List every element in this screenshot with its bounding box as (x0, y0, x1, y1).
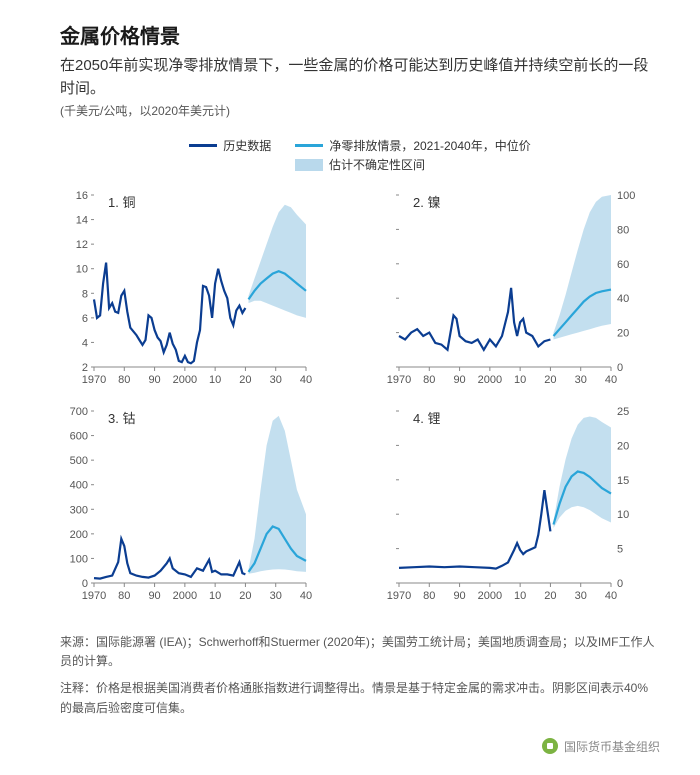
svg-text:100: 100 (70, 553, 88, 565)
chart-panel-cobalt: 0 100 200 300 400 500 600 700 1970 80 90 2000 10 20 30… (60, 399, 355, 609)
svg-text:8: 8 (82, 288, 88, 300)
chart-panel-lithium: 0 5 10 15 20 25 1970 80 90 2000 10 20 30 40 4. 锂 (365, 399, 660, 609)
svg-text:400: 400 (70, 480, 88, 492)
svg-text:10: 10 (209, 374, 221, 386)
svg-text:3. 钴: 3. 钴 (108, 411, 135, 426)
svg-text:25: 25 (617, 406, 629, 418)
chart-lithium: 0 5 10 15 20 25 1970 80 90 2000 10 20 30 40 4. 锂 (365, 399, 645, 609)
svg-text:15: 15 (617, 475, 629, 487)
svg-text:40: 40 (605, 374, 617, 386)
svg-text:1970: 1970 (82, 590, 106, 602)
footer-label: 国际货币基金组织 (564, 738, 660, 755)
legend-band: 估计不确定性区间 (295, 156, 425, 173)
svg-text:600: 600 (70, 431, 88, 443)
svg-text:5: 5 (617, 544, 623, 556)
legend-historical: 历史数据 (189, 137, 271, 154)
sources-text: 来源：国际能源署 (IEA)；Schwerhoff和Stuermer (2020… (60, 633, 660, 671)
svg-text:10: 10 (617, 509, 629, 521)
notes-text: 注释：价格是根据美国消费者价格通胀指数进行调整得出。情景是基于特定金属的需求冲击… (60, 679, 660, 717)
svg-text:4: 4 (82, 337, 88, 349)
svg-text:40: 40 (300, 374, 312, 386)
svg-text:2000: 2000 (173, 374, 197, 386)
svg-text:40: 40 (300, 590, 312, 602)
svg-text:80: 80 (423, 374, 435, 386)
svg-text:10: 10 (514, 374, 526, 386)
svg-text:20: 20 (617, 440, 629, 452)
svg-text:90: 90 (148, 590, 160, 602)
svg-text:80: 80 (118, 374, 130, 386)
svg-text:80: 80 (617, 224, 629, 236)
footer: 国际货币基金组织 (60, 738, 660, 755)
svg-text:30: 30 (270, 590, 282, 602)
svg-text:0: 0 (617, 578, 623, 590)
chart-copper: 2 4 6 8 10 12 14 16 1970 80 90 2000 10 20 30 40 1. 铜 (60, 183, 340, 393)
legend-scenario-swatch (295, 144, 323, 147)
svg-text:40: 40 (605, 590, 617, 602)
legend-band-swatch (295, 159, 323, 171)
chart-panel-copper: 2 4 6 8 10 12 14 16 1970 80 90 2000 10 20 30 40 1. 铜 (60, 183, 355, 393)
svg-text:90: 90 (453, 374, 465, 386)
svg-text:20: 20 (617, 328, 629, 340)
legend-scenario-label: 净零排放情景，2021-2040年，中位价 (329, 137, 530, 154)
svg-text:200: 200 (70, 529, 88, 541)
svg-text:0: 0 (617, 362, 623, 374)
legend-historical-swatch (189, 144, 217, 147)
charts-grid: 246810121416197080902000102030401. 铜0204… (60, 183, 660, 609)
svg-text:20: 20 (544, 374, 556, 386)
svg-text:1970: 1970 (387, 374, 411, 386)
svg-text:4. 锂: 4. 锂 (413, 411, 440, 426)
svg-text:20: 20 (239, 374, 251, 386)
svg-text:2000: 2000 (478, 590, 502, 602)
svg-text:40: 40 (617, 293, 629, 305)
chart-panel-nickel: 0 20 40 60 80 100 1970 80 90 2000 10 20 30 40 2. 镍 (365, 183, 660, 393)
svg-text:80: 80 (423, 590, 435, 602)
legend-row-1: 历史数据 净零排放情景，2021-2040年，中位价 (60, 137, 660, 154)
svg-text:1970: 1970 (82, 374, 106, 386)
svg-text:20: 20 (544, 590, 556, 602)
svg-text:500: 500 (70, 455, 88, 467)
svg-text:90: 90 (148, 374, 160, 386)
svg-text:2: 2 (82, 362, 88, 374)
chart-nickel: 0 20 40 60 80 100 1970 80 90 2000 10 20 30 40 2. 镍 (365, 183, 645, 393)
svg-text:1970: 1970 (387, 590, 411, 602)
svg-text:700: 700 (70, 406, 88, 418)
page-title: 金属价格情景 (60, 20, 660, 49)
svg-text:90: 90 (453, 590, 465, 602)
svg-text:2. 镍: 2. 镍 (413, 195, 440, 210)
page-subtitle: 在2050年前实现净零排放情景下，一些金属的价格可能达到历史峰值并持续空前长的一… (60, 55, 660, 100)
svg-text:30: 30 (575, 374, 587, 386)
svg-text:6: 6 (82, 313, 88, 325)
legend-scenario: 净零排放情景，2021-2040年，中位价 (295, 137, 530, 154)
legend-band-label: 估计不确定性区间 (329, 156, 425, 173)
svg-text:30: 30 (270, 374, 282, 386)
svg-text:100: 100 (617, 190, 635, 202)
svg-text:20: 20 (239, 590, 251, 602)
svg-text:60: 60 (617, 259, 629, 271)
chart-cobalt: 0 100 200 300 400 500 600 700 1970 80 90 2000 10 20 30… (60, 399, 340, 609)
wechat-icon (542, 738, 558, 754)
svg-text:80: 80 (118, 590, 130, 602)
svg-text:10: 10 (76, 264, 88, 276)
svg-text:12: 12 (76, 239, 88, 251)
svg-text:0: 0 (82, 578, 88, 590)
svg-text:2000: 2000 (478, 374, 502, 386)
page-units: (千美元/公吨，以2020年美元计) (60, 102, 660, 119)
svg-text:2000: 2000 (173, 590, 197, 602)
svg-text:10: 10 (209, 590, 221, 602)
svg-text:1. 铜: 1. 铜 (108, 195, 135, 210)
svg-text:30: 30 (575, 590, 587, 602)
svg-text:14: 14 (76, 215, 88, 227)
svg-text:300: 300 (70, 504, 88, 516)
legend-historical-label: 历史数据 (223, 137, 271, 154)
legend-row-2: 估计不确定性区间 (60, 156, 660, 173)
svg-text:10: 10 (514, 590, 526, 602)
svg-text:16: 16 (76, 190, 88, 202)
